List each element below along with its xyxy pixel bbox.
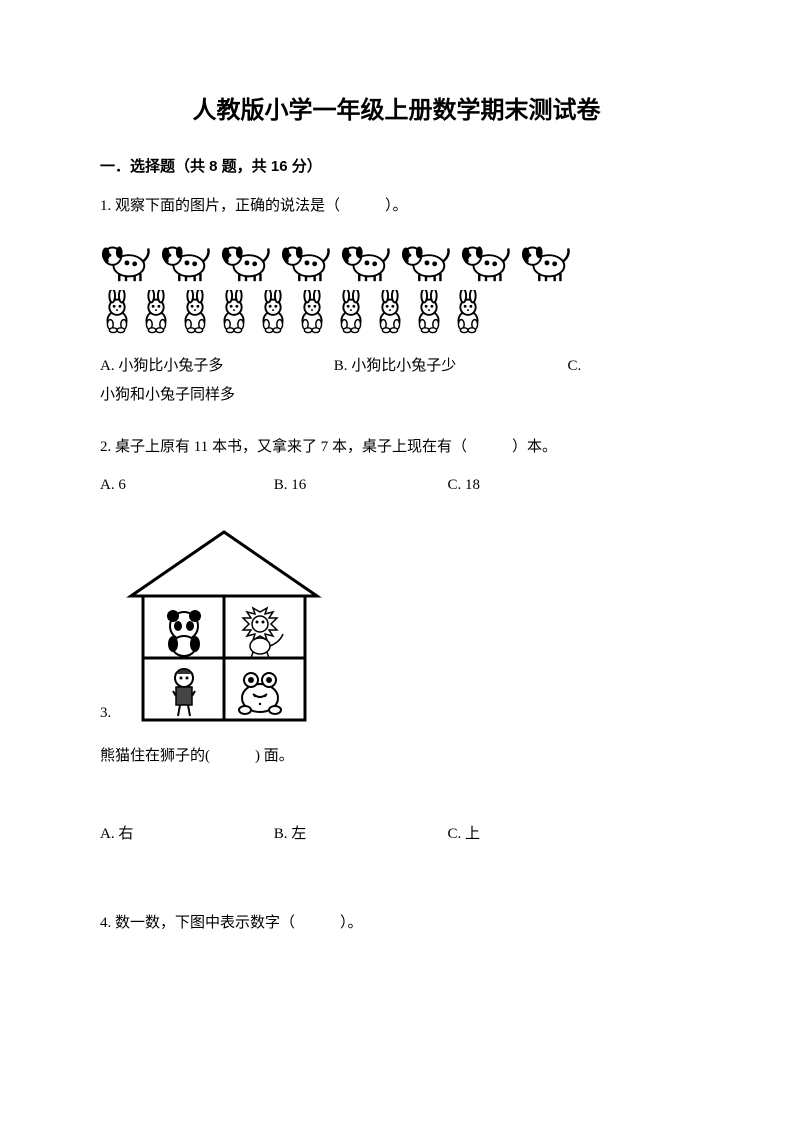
house-diagram (119, 526, 329, 726)
q3-opt-b: B. 左 (274, 822, 444, 843)
q1-opt-a: A. 小狗比小兔子多 (100, 352, 330, 381)
lion-icon (243, 608, 283, 658)
dog-icon (160, 236, 212, 284)
person-icon (173, 669, 195, 716)
q4-text: 4. 数一数，下图中表示数字（ ）。 (100, 911, 693, 935)
q3-number: 3. (100, 705, 111, 722)
section-header: 一．选择题（共 8 题，共 16 分） (100, 155, 693, 176)
panda-icon (167, 610, 201, 656)
rabbit-icon (334, 290, 368, 334)
q2-opt-b: B. 16 (274, 477, 444, 494)
q1-rabbits-row (100, 290, 693, 334)
rabbit-icon (373, 290, 407, 334)
dog-icon (340, 236, 392, 284)
dog-icon (280, 236, 332, 284)
q3-options: A. 右 B. 左 C. 上 (100, 822, 693, 843)
q3-opt-a: A. 右 (100, 822, 270, 843)
q3-figure-row: 3. (100, 526, 693, 726)
q3-text: 熊猫住在狮子的( ) 面。 (100, 744, 693, 768)
q2-options: A. 6 B. 16 C. 18 (100, 477, 693, 494)
q2-opt-a: A. 6 (100, 477, 270, 494)
rabbit-icon (100, 290, 134, 334)
frog-icon (239, 673, 281, 714)
rabbit-icon (217, 290, 251, 334)
dog-icon (220, 236, 272, 284)
rabbit-icon (139, 290, 173, 334)
q3-opt-c: C. 上 (448, 822, 618, 843)
rabbit-icon (256, 290, 290, 334)
dog-icon (460, 236, 512, 284)
page-title: 人教版小学一年级上册数学期末测试卷 (100, 90, 693, 125)
dog-icon (100, 236, 152, 284)
rabbit-icon (412, 290, 446, 334)
q1-options: A. 小狗比小兔子多 B. 小狗比小兔子少 C. 小狗和小兔子同样多 (100, 352, 693, 409)
q1-opt-c-prefix: C. (568, 352, 582, 381)
q2-opt-c: C. 18 (448, 477, 618, 494)
q1-dogs-row (100, 236, 693, 284)
dog-icon (400, 236, 452, 284)
q1-opt-b: B. 小狗比小兔子少 (334, 352, 564, 381)
q2-text: 2. 桌子上原有 11 本书，又拿来了 7 本，桌子上现在有（ ）本。 (100, 435, 693, 459)
q1-opt-c-rest: 小狗和小兔子同样多 (100, 387, 235, 403)
rabbit-icon (178, 290, 212, 334)
dog-icon (520, 236, 572, 284)
q1-text: 1. 观察下面的图片，正确的说法是（ ）。 (100, 194, 693, 218)
rabbit-icon (295, 290, 329, 334)
rabbit-icon (451, 290, 485, 334)
